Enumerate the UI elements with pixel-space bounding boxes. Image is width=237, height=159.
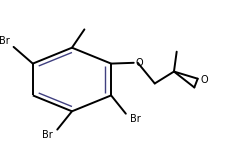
Text: Br: Br bbox=[0, 36, 9, 46]
Text: O: O bbox=[136, 58, 143, 68]
Text: O: O bbox=[201, 75, 208, 85]
Text: Br: Br bbox=[42, 130, 53, 140]
Text: Br: Br bbox=[130, 114, 141, 124]
